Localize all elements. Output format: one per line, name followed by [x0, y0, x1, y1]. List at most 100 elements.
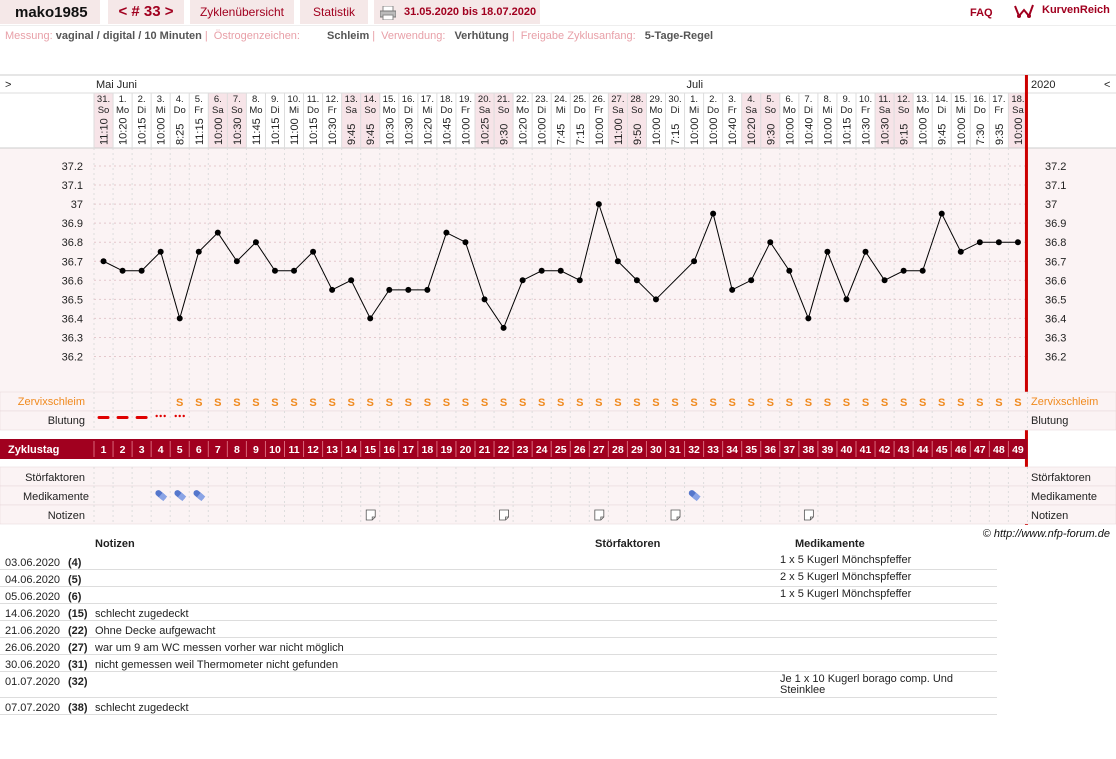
date-label: 29. — [649, 94, 662, 105]
temperature-point — [348, 277, 355, 284]
note-date: 07.07.2020 — [5, 702, 61, 714]
weekend-column — [760, 93, 780, 148]
time-label: 11:00 — [613, 118, 625, 145]
label-medi-right: Medikamente — [1031, 491, 1097, 503]
time-label: 9:50 — [632, 124, 644, 145]
cycle-day-number: 44 — [917, 444, 929, 456]
time-label: 10:00 — [213, 117, 225, 145]
temperature-point — [291, 267, 298, 274]
date-label: 12. — [326, 94, 339, 105]
mucus-symbol: S — [652, 397, 659, 409]
mucus-symbol: S — [786, 397, 793, 409]
time-label: 10:00 — [918, 117, 930, 145]
date-label: 3. — [157, 94, 165, 105]
date-label: 25. — [573, 94, 586, 105]
time-label: 9:30 — [765, 124, 777, 145]
label-notizen-right: Notizen — [1031, 510, 1068, 522]
date-label: 14. — [935, 94, 948, 105]
time-label: 10:40 — [727, 117, 739, 145]
weekend-column — [475, 93, 495, 148]
username: mako1985 — [15, 4, 88, 21]
date-label: 11. — [307, 94, 320, 105]
mucus-symbol: S — [824, 397, 831, 409]
cycle-day-number: 25 — [555, 444, 567, 456]
copyright[interactable]: © http://www.nfp-forum.de — [982, 528, 1110, 540]
time-label: 10:30 — [384, 117, 396, 145]
time-label: 9:35 — [994, 124, 1006, 145]
mucus-symbol: S — [1014, 397, 1021, 409]
time-label: 10:00 — [822, 117, 834, 145]
cycle-day-number: 20 — [460, 444, 472, 456]
pill-icon — [174, 490, 187, 502]
date-label: 6. — [785, 94, 793, 105]
ytick-label-left: 37 — [71, 199, 83, 211]
temperature-point — [748, 277, 755, 284]
mucus-symbol: S — [195, 397, 202, 409]
brand-name[interactable]: KurvenReich — [1042, 4, 1110, 16]
weekday-label: Do — [307, 105, 319, 116]
date-label: 13. — [916, 94, 929, 105]
mucus-symbol: S — [576, 397, 583, 409]
ytick-label-left: 36.4 — [62, 313, 83, 325]
mucus-symbol: S — [252, 397, 259, 409]
weekend-column — [1008, 93, 1028, 148]
temperature-point — [481, 296, 488, 303]
cycle-day-number: 23 — [517, 444, 529, 456]
notes-row: 14.06.2020 (15) schlecht zugedeckt — [0, 604, 997, 621]
tab-statistics[interactable]: Statistik — [300, 0, 368, 24]
temperature-point — [938, 210, 945, 217]
faq-link[interactable]: FAQ — [970, 7, 993, 19]
time-label: 9:45 — [346, 124, 358, 145]
weekday-label: Mi — [689, 105, 699, 116]
time-label: 10:20 — [118, 117, 130, 145]
weekday-label: Do — [174, 105, 186, 116]
time-label: 7:30 — [975, 124, 987, 145]
label-blutung-right: Blutung — [1031, 415, 1068, 427]
cycle-nav[interactable]: < # 33 > — [108, 0, 184, 24]
weekday-label: So — [631, 105, 643, 116]
mucus-symbol: S — [976, 397, 983, 409]
time-label: 10:45 — [441, 117, 453, 145]
notes-row: 05.06.2020 (6) 1 x 5 Kugerl Mönchspfeffer — [0, 587, 997, 604]
mucus-symbol: S — [405, 397, 412, 409]
weekday-label: Mi — [822, 105, 832, 116]
cycle-day-number: 24 — [536, 444, 548, 456]
weekday-label: Sa — [745, 105, 757, 116]
mucus-symbol: S — [805, 397, 812, 409]
cycle-day-number: 8 — [234, 444, 240, 456]
ytick-label-left: 36.8 — [62, 237, 83, 249]
time-label: 11:15 — [194, 118, 206, 145]
cycle-day-number: 22 — [498, 444, 510, 456]
time-label: 10:15 — [841, 117, 853, 145]
mucus-symbol: S — [957, 397, 964, 409]
temperature-point — [900, 267, 907, 274]
note-date: 26.06.2020 — [5, 642, 61, 654]
temperature-point — [138, 267, 145, 274]
mucus-symbol: S — [938, 397, 945, 409]
tab-cycles-overview[interactable]: Zyklenübersicht — [190, 0, 294, 24]
temperature-point — [557, 267, 564, 274]
weekday-label: Mo — [116, 105, 129, 116]
date-label: 17. — [992, 94, 1005, 105]
date-label: 22. — [516, 94, 529, 105]
year-label: 2020 — [1031, 79, 1055, 91]
cycle-day-number: 38 — [803, 444, 815, 456]
temperature-point — [614, 258, 621, 265]
weekday-label: Sa — [879, 105, 891, 116]
cycle-day-number: 37 — [783, 444, 795, 456]
note-cycle-day: (22) — [68, 625, 88, 637]
date-label: 21. — [497, 94, 510, 105]
mucus-symbol: S — [271, 397, 278, 409]
messung-label: Messung: — [5, 30, 53, 42]
weekday-label: Di — [537, 105, 546, 116]
bleeding-spotting-icon — [155, 414, 158, 418]
weekday-label: Do — [974, 105, 986, 116]
print-box: 31.05.2020 bis 18.07.2020 — [374, 0, 540, 24]
date-label: 20. — [478, 94, 491, 105]
cycle-day-number: 29 — [631, 444, 643, 456]
date-label: 30. — [668, 94, 681, 105]
temperature-point — [500, 324, 507, 331]
cycle-day-number: 6 — [196, 444, 202, 456]
cycle-day-number: 46 — [955, 444, 967, 456]
temperature-point — [214, 229, 221, 236]
